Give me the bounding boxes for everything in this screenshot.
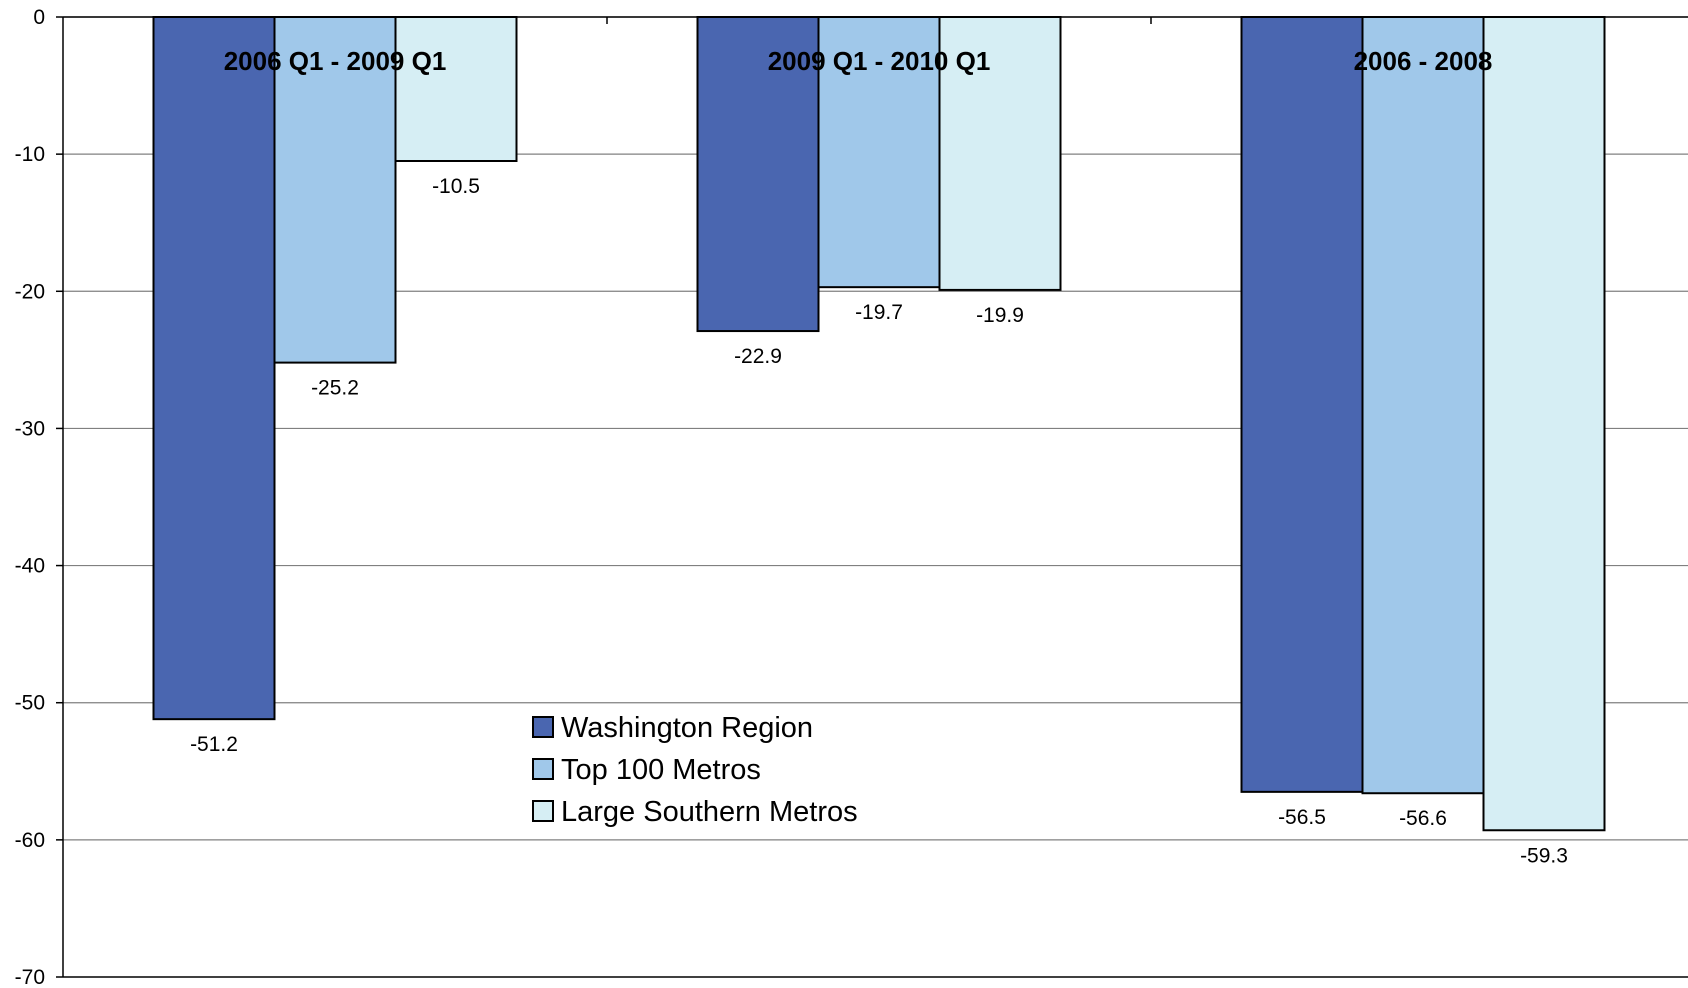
legend-swatch [532,716,554,738]
bar-top-100-metros [1361,16,1485,795]
category-label: 2009 Q1 - 2010 Q1 [768,46,991,76]
y-tick-label: -70 [15,966,45,988]
category-titles: 2006 Q1 - 2009 Q1 2009 Q1 - 2010 Q1 2006 -… [224,46,1493,76]
data-label: -19.7 [855,301,903,324]
bar-large-southern-metros [938,16,1062,291]
legend-label: Washington Region [561,712,813,744]
y-tick-label: 0 [33,6,45,29]
legend-label: Large Southern Metros [561,796,858,828]
data-label: -22.9 [734,345,782,368]
data-label: -10.5 [432,175,480,198]
bar-large-southern-metros [1482,16,1606,832]
bar-washington-region [696,16,820,333]
data-label: -19.9 [976,304,1024,327]
data-label: -59.3 [1520,844,1568,867]
y-tick-label: -50 [15,692,45,715]
legend-swatch [532,800,554,822]
data-labels: -51.2 -25.2 -10.5 -22.9 -19.7 -19.9 -56.5 -56.6… [190,175,1568,867]
legend-swatch [532,758,554,780]
legend: Washington Region Top 100 Metros Large Sou… [532,712,858,828]
bar-large-southern-metros [394,16,518,162]
category-label: 2006 - 2008 [1354,46,1493,76]
legend-label: Top 100 Metros [561,754,761,786]
category-label: 2006 Q1 - 2009 Q1 [224,46,447,76]
data-label: -25.2 [311,377,359,400]
bar-top-100-metros [817,16,941,289]
y-tick-label: -20 [15,280,45,303]
data-label: -56.6 [1399,807,1447,830]
bar-washington-region [1240,16,1364,793]
bar-top-100-metros [273,16,397,364]
y-tick-label: -30 [15,417,45,440]
y-tick-label: -10 [15,143,45,166]
data-label: -51.2 [190,733,238,756]
bar-washington-region [152,16,276,721]
y-tick-label: -60 [15,829,45,852]
data-label: -56.5 [1278,806,1326,829]
y-tick-label: -40 [15,555,45,578]
bars [152,16,1606,832]
